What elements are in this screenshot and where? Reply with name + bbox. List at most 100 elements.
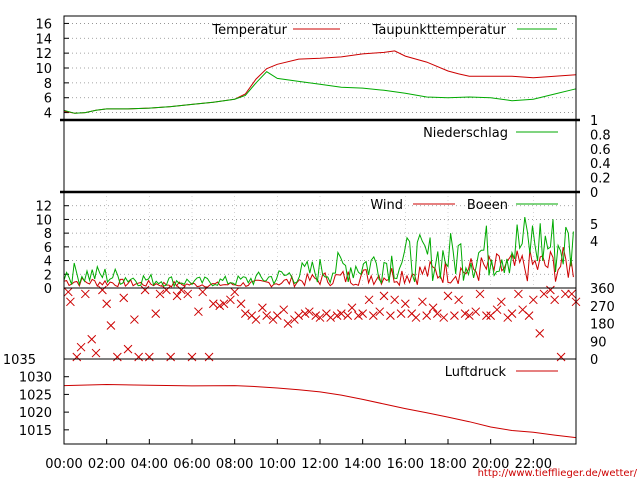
winddir-point-56 <box>358 309 368 318</box>
winddir-point-81 <box>492 305 502 315</box>
winddir-point-67 <box>418 297 427 307</box>
winddir-point-18 <box>155 289 165 299</box>
ytick-temperature-3: 10 <box>35 62 52 77</box>
winddir-point-8 <box>102 299 112 309</box>
winddir-point-31 <box>226 295 235 305</box>
winddir-point-41 <box>279 305 289 315</box>
legend-niederschlag-label: Niederschlag <box>423 126 508 141</box>
winddir-point-28 <box>208 299 218 309</box>
winddir-point-68 <box>422 311 432 320</box>
xtick-10: 20:00 <box>472 457 509 472</box>
winddir-point-58 <box>368 311 378 320</box>
xtick-5: 10:00 <box>259 457 296 472</box>
ytick-temperature-5: 14 <box>35 32 52 47</box>
winddir-point-19 <box>162 285 171 295</box>
xtick-11: 22:00 <box>515 457 552 472</box>
credit-url: http://www.tiefflieger.de/wetter/ <box>478 468 638 479</box>
ytick-right-wind_direction-0: 360 <box>590 282 615 297</box>
winddir-point-44 <box>294 311 304 320</box>
winddir-point-14 <box>134 352 144 362</box>
winddir-point-16 <box>144 352 154 362</box>
winddir-point-60 <box>379 291 389 301</box>
winddir-point-51 <box>332 311 342 320</box>
ytick-right-precipitation-5: 0 <box>590 186 598 201</box>
winddir-point-34 <box>240 309 250 318</box>
winddir-point-82 <box>496 297 506 307</box>
legend-boeen-label: Boeen <box>467 198 508 213</box>
ytick-temperature-6: 16 <box>35 17 52 32</box>
ytick-pressure-4: 1035 <box>3 353 36 368</box>
legend-luftdruck-label: Luftdruck <box>445 365 507 380</box>
winddir-point-50 <box>326 313 336 322</box>
winddir-point-61 <box>386 311 395 320</box>
winddir-point-70 <box>432 309 442 318</box>
winddir-point-15 <box>140 285 150 295</box>
ytick-wind-4: 8 <box>44 227 52 242</box>
winddir-point-21 <box>172 291 182 301</box>
winddir-point-77 <box>471 307 481 317</box>
panel-pressure: 1015 1020 1025 1030 1035 <box>3 353 577 445</box>
winddir-point-25 <box>194 307 203 317</box>
winddir-point-91 <box>546 285 555 295</box>
series-wind-1 <box>63 217 574 288</box>
xtick-1: 02:00 <box>88 457 125 472</box>
winddir-point-93 <box>556 352 566 362</box>
series-temperature-1 <box>63 71 577 114</box>
xtick-9: 18:00 <box>429 457 466 472</box>
ytick-right-precipitation-0: 1 <box>590 114 598 129</box>
ytick-wind-1: 2 <box>44 268 52 283</box>
winddir-point-95 <box>567 289 577 299</box>
winddir-point-85 <box>514 289 523 299</box>
series-pressure-0 <box>63 383 577 439</box>
ytick-pressure-2: 1025 <box>19 388 52 403</box>
legend-temperatur-label: Temperatur <box>211 23 287 38</box>
winddir-point-79 <box>482 311 491 320</box>
ytick-pressure-1: 1020 <box>19 406 52 421</box>
winddir-point-52 <box>336 309 346 318</box>
winddir-point-42 <box>283 319 293 328</box>
ytick-pressure-0: 1015 <box>19 424 52 439</box>
ytick-wind-0: 0 <box>44 282 52 297</box>
winddir-point-6 <box>91 348 101 358</box>
ytick-wind-3: 6 <box>44 241 52 256</box>
ytick-right-wind-0: 4 <box>590 235 598 250</box>
winddir-point-12 <box>123 344 133 354</box>
winddir-point-20 <box>166 352 176 362</box>
winddir-point-90 <box>539 289 549 299</box>
winddir-point-64 <box>400 299 410 309</box>
winddir-point-62 <box>390 295 400 305</box>
xtick-0: 00:00 <box>45 457 82 472</box>
winddir-point-22 <box>176 285 186 295</box>
winddir-point-33 <box>236 299 246 309</box>
winddir-point-73 <box>450 311 459 320</box>
winddir-point-5 <box>87 334 97 344</box>
winddir-point-0 <box>63 287 73 297</box>
winddir-point-37 <box>258 303 267 313</box>
ytick-temperature-4: 12 <box>35 47 52 62</box>
frame-wind_direction <box>63 287 577 360</box>
ytick-right-precipitation-2: 0.6 <box>590 143 611 158</box>
ytick-right-precipitation-3: 0.4 <box>590 157 611 172</box>
ytick-temperature-0: 4 <box>44 107 52 122</box>
winddir-point-47 <box>311 311 321 320</box>
winddir-point-88 <box>528 295 538 305</box>
winddir-point-27 <box>204 352 214 362</box>
ytick-right-wind_direction-3: 90 <box>590 335 607 350</box>
winddir-point-94 <box>560 289 570 299</box>
xtick-7: 14:00 <box>344 457 381 472</box>
winddir-point-30 <box>219 299 229 309</box>
winddir-point-66 <box>411 313 421 322</box>
winddir-point-23 <box>183 289 193 299</box>
ytick-wind-6: 12 <box>35 200 52 215</box>
ytick-pressure-3: 1030 <box>19 371 52 386</box>
ytick-right-precipitation-1: 0.8 <box>590 128 611 143</box>
winddir-point-24 <box>187 352 197 362</box>
winddir-point-89 <box>535 329 545 338</box>
winddir-point-26 <box>198 287 208 297</box>
ytick-temperature-1: 6 <box>44 92 52 107</box>
winddir-point-32 <box>230 287 240 297</box>
winddir-point-63 <box>396 309 406 318</box>
winddir-point-1 <box>66 297 75 307</box>
xtick-2: 04:00 <box>131 457 168 472</box>
